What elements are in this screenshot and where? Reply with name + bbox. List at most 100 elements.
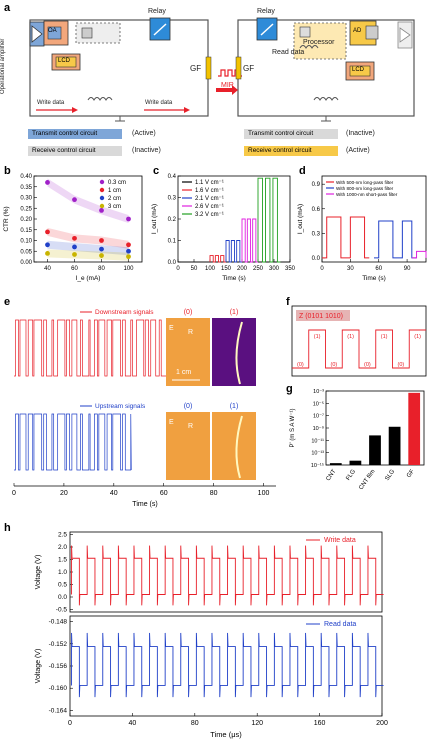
h-ytick-label: -0.152 <box>49 641 68 648</box>
ad-label: AD <box>353 28 362 34</box>
e-inset-R: R <box>188 329 193 336</box>
f-signal <box>292 329 426 369</box>
b-legend-label: 3 cm <box>108 204 121 210</box>
ad-chip <box>365 25 379 40</box>
d-xlabel: Time (s) <box>362 275 386 282</box>
e-legend-label: Upstream signals <box>95 403 146 410</box>
d-ytick-label: 0.6 <box>312 207 321 213</box>
right-relay-label: Relay <box>257 8 275 15</box>
h-ylabel-top: Voltage (V) <box>35 555 42 590</box>
b-xtick-label: 80 <box>98 266 105 272</box>
d-xtick-label: 30 <box>347 266 354 272</box>
d-series-0 <box>322 216 370 259</box>
h-frame-bottom <box>69 615 383 717</box>
c-legend-label: 2.1 V cm⁻¹ <box>195 196 224 202</box>
b-point <box>99 208 104 213</box>
right-transmit-label: Transmit control circuit <box>248 130 314 137</box>
b-point <box>72 197 77 203</box>
panel-label-a: a <box>4 2 11 14</box>
c-series-1 <box>209 255 226 263</box>
c-xtick-label: 50 <box>191 266 198 272</box>
write-arrow-head-2 <box>184 107 190 113</box>
h-xtick-label: 40 <box>129 720 137 727</box>
left-lcd-screen <box>55 56 77 68</box>
b-legend-label: 0.3 cm <box>108 180 126 186</box>
e-inset-label-zero: (0) <box>184 403 193 410</box>
e-inset-0-0 <box>166 318 210 386</box>
e-xlabel: Time (s) <box>132 501 157 508</box>
h-ytick-label: -0.160 <box>49 685 68 692</box>
read-data-label: Read data <box>272 49 305 56</box>
h-ytick-label: -0.148 <box>49 619 68 626</box>
g-bar <box>369 435 381 465</box>
d-legend-label: With 800-nm long-pass filter <box>336 186 394 191</box>
oa-label: OA <box>48 28 57 34</box>
e-xtick-label: 0 <box>12 490 16 497</box>
right-gf-label: GF <box>243 64 255 73</box>
g-xtick-label: SLG <box>384 468 396 482</box>
right-receive-state: (Active) <box>346 147 370 154</box>
c-legend-label: 1.1 V cm⁻¹ <box>195 180 224 186</box>
right-bottom-coil-icon <box>313 97 339 101</box>
left-transmit-state: (Active) <box>132 130 156 137</box>
b-point <box>99 238 104 243</box>
b-point <box>99 253 104 258</box>
f-bit-label: (1) <box>347 334 354 340</box>
panel-label-e: e <box>4 296 11 308</box>
h-ytick-label: 2.0 <box>58 544 67 551</box>
b-point <box>126 254 131 260</box>
c-ylabel: I_out (mA) <box>151 204 158 234</box>
panel-label-f: f <box>286 296 290 308</box>
h-ytick-label: -0.164 <box>49 707 68 714</box>
e-xtick-label: 20 <box>60 490 68 497</box>
left-relay-label: Relay <box>148 8 166 15</box>
chart-d-filter: 0.0 0.3 0.6 0.9 0 30 60 90 Time (s) I_out (mA) Wit… <box>297 175 427 282</box>
e-inset-label-zero: (0) <box>184 309 193 316</box>
b-legend-marker <box>99 179 105 185</box>
e-inset-1-0 <box>212 318 256 386</box>
f-bit-label: (1) <box>414 334 421 340</box>
f-bit-label: (0) <box>297 362 304 368</box>
e-inset-label-one: (1) <box>230 403 239 410</box>
b-ylabel: CTR (%) <box>3 206 10 231</box>
g-ytick-label: 10⁻¹³ <box>311 451 324 457</box>
b-ytick-label: 0.30 <box>20 196 32 202</box>
f-bit-label: (0) <box>364 362 371 368</box>
e-inset-R: R <box>188 423 193 430</box>
right-receive-label: Receive control circuit <box>248 147 312 154</box>
b-ytick-label: 0.40 <box>20 174 32 180</box>
c-ytick-label: 0.2 <box>168 217 177 223</box>
c-xtick-label: 100 <box>205 266 216 272</box>
h-ylabel-bottom: Voltage (V) <box>35 649 42 684</box>
h-xtick-label: 200 <box>376 720 388 727</box>
right-mid-coil-icon <box>299 45 319 49</box>
panel-label-c: c <box>153 165 160 177</box>
f-title: Z (0101 1010) <box>299 313 343 320</box>
op-amp-icon <box>31 25 43 43</box>
left-gf-element <box>205 56 212 80</box>
c-xtick-label: 150 <box>221 266 232 272</box>
h-xtick-label: 120 <box>251 720 263 727</box>
h-xlabel: Time (μs) <box>210 730 242 739</box>
c-xtick-label: 350 <box>285 266 296 272</box>
chart-c-current: 0.0 0.1 0.2 0.3 0.4 0 50 100 150 200 250 300 350 Time… <box>151 174 296 282</box>
g-ytick-label: 10⁻⁹ <box>313 425 324 432</box>
c-series-2 <box>225 240 242 263</box>
c-xtick-label: 0 <box>176 266 180 272</box>
chart-f-bits: Z (0101 1010) (0) (1) (0) (1) (0) (1) (0) (1) <box>291 305 427 377</box>
e-inset-E: E <box>169 325 174 332</box>
c-xtick-label: 300 <box>269 266 280 272</box>
d-ytick-label: 0.9 <box>312 182 321 188</box>
b-xtick-label: 40 <box>44 266 51 272</box>
op-amp-label: Operational amplifier <box>0 38 6 94</box>
f-bit-label: (1) <box>381 334 388 340</box>
left-receive-label: Receive control circuit <box>32 147 96 154</box>
g-bar <box>408 392 421 465</box>
b-point <box>126 248 131 254</box>
chart-b-ctr: 0.00 0.05 0.10 0.15 0.20 0.25 0.30 0.35 0.40 40 60… <box>3 174 143 282</box>
panel-label-g: g <box>286 383 293 395</box>
f-title-box <box>296 310 350 321</box>
chart-e-signals: Downstream signals (0) (1) E R 1 cm Upstream s… <box>12 309 276 508</box>
b-ytick-label: 0.05 <box>20 249 32 255</box>
b-point <box>99 246 104 252</box>
